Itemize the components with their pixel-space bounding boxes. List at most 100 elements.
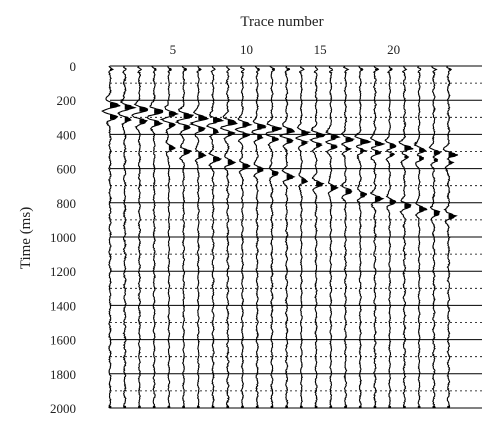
- trace-wiggle: [251, 65, 267, 409]
- trace-fill: [448, 161, 454, 164]
- trace-fill: [389, 153, 395, 157]
- trace-endpoint: [211, 405, 215, 409]
- trace-fill: [419, 148, 426, 153]
- trace-wiggle: [398, 65, 414, 409]
- trace-fill: [345, 147, 351, 151]
- trace-fill: [154, 109, 163, 114]
- trace-endpoint: [152, 405, 156, 409]
- trace-wiggle: [309, 65, 326, 409]
- trace-endpoint: [167, 405, 171, 409]
- trace-fill: [257, 124, 266, 129]
- trace-wiggle: [219, 65, 238, 409]
- y-tick-label: 1400: [50, 298, 76, 313]
- trace-fill: [316, 181, 324, 187]
- trace-wiggle: [428, 65, 442, 409]
- trace-fill: [374, 68, 379, 71]
- trace-fill: [110, 68, 113, 71]
- y-axis-label: Time (ms): [18, 207, 34, 269]
- trace-fill: [198, 152, 206, 158]
- trace-fill: [286, 68, 290, 71]
- trace-fill: [433, 159, 438, 162]
- trace-wiggle: [340, 65, 356, 408]
- y-tick-label: 1800: [50, 367, 76, 382]
- trace-wiggle: [101, 65, 121, 409]
- trace-endpoint: [138, 405, 141, 409]
- trace-endpoint: [358, 405, 362, 409]
- trace-fill: [374, 196, 383, 202]
- trace-fill: [389, 68, 392, 71]
- trace-fill: [124, 105, 135, 110]
- trace-endpoint: [447, 405, 450, 409]
- trace-fill: [139, 119, 147, 124]
- trace-fill: [271, 171, 279, 176]
- trace-fill: [242, 133, 250, 138]
- trace-endpoint: [373, 405, 377, 409]
- y-tick-label: 600: [57, 162, 77, 177]
- trace-fill: [257, 167, 264, 172]
- trace-fill: [286, 174, 295, 180]
- trace-fill: [286, 138, 293, 143]
- y-tick-label: 1200: [50, 264, 76, 279]
- trace-fill: [257, 68, 260, 71]
- trace-fill: [448, 213, 457, 219]
- trace-endpoint: [314, 405, 318, 409]
- trace-endpoint: [270, 405, 274, 409]
- trace-fill: [374, 141, 384, 146]
- trace-fill: [345, 189, 352, 194]
- trace-fill: [389, 199, 396, 205]
- axis-labels: Trace number Time (ms) 0 200 400 600 800 1000…: [18, 14, 400, 416]
- trace-wiggle: [295, 65, 312, 409]
- y-tick-label: 1600: [50, 333, 76, 348]
- y-tick-label: 400: [57, 127, 77, 142]
- trace-endpoint: [417, 405, 421, 409]
- traces: [101, 65, 459, 409]
- x-tick-label: 15: [314, 42, 327, 57]
- trace-fill: [360, 68, 363, 71]
- trace-fill: [301, 141, 308, 145]
- trace-fill: [271, 68, 275, 71]
- trace-endpoint: [388, 405, 392, 409]
- trace-fill: [124, 117, 131, 123]
- trace-fill: [154, 120, 162, 126]
- y-tick-label: 0: [70, 59, 77, 74]
- trace-fill: [110, 114, 118, 120]
- trace-fill: [433, 210, 440, 216]
- trace-fill: [433, 150, 441, 155]
- x-tick-label: 5: [170, 42, 177, 57]
- trace-endpoint: [241, 405, 244, 409]
- trace-fill: [271, 137, 279, 142]
- trace-fill: [227, 131, 235, 136]
- trace-fill: [183, 149, 191, 155]
- trace-fill: [419, 156, 424, 161]
- trace-endpoint: [255, 405, 259, 409]
- trace-wiggle: [442, 65, 459, 409]
- trace-fill: [213, 157, 221, 162]
- trace-endpoint: [226, 405, 230, 409]
- trace-fill: [360, 139, 371, 144]
- trace-fill: [168, 68, 172, 71]
- trace-fill: [257, 135, 263, 140]
- trace-fill: [301, 178, 308, 183]
- trace-wiggle: [159, 65, 179, 409]
- trace-fill: [242, 163, 250, 169]
- trace-fill: [330, 135, 340, 140]
- trace-fill: [242, 122, 251, 127]
- trace-fill: [448, 68, 452, 71]
- y-tick-label: 2000: [50, 401, 76, 416]
- trace-fill: [183, 113, 193, 118]
- x-tick-label: 10: [240, 42, 253, 57]
- trace-wiggle: [206, 65, 225, 409]
- y-tick-label: 1000: [50, 230, 76, 245]
- trace-wiggle: [370, 65, 386, 409]
- trace-fill: [227, 120, 237, 125]
- trace-endpoint: [432, 405, 436, 409]
- trace-endpoint: [344, 405, 347, 409]
- trace-endpoint: [403, 405, 406, 409]
- trace-wiggle: [278, 65, 296, 409]
- trace-fill: [419, 206, 427, 212]
- trace-fill: [330, 185, 338, 191]
- trace-wiggle: [264, 65, 282, 409]
- trace-wiggle: [324, 65, 341, 409]
- trace-wiggle: [174, 65, 195, 409]
